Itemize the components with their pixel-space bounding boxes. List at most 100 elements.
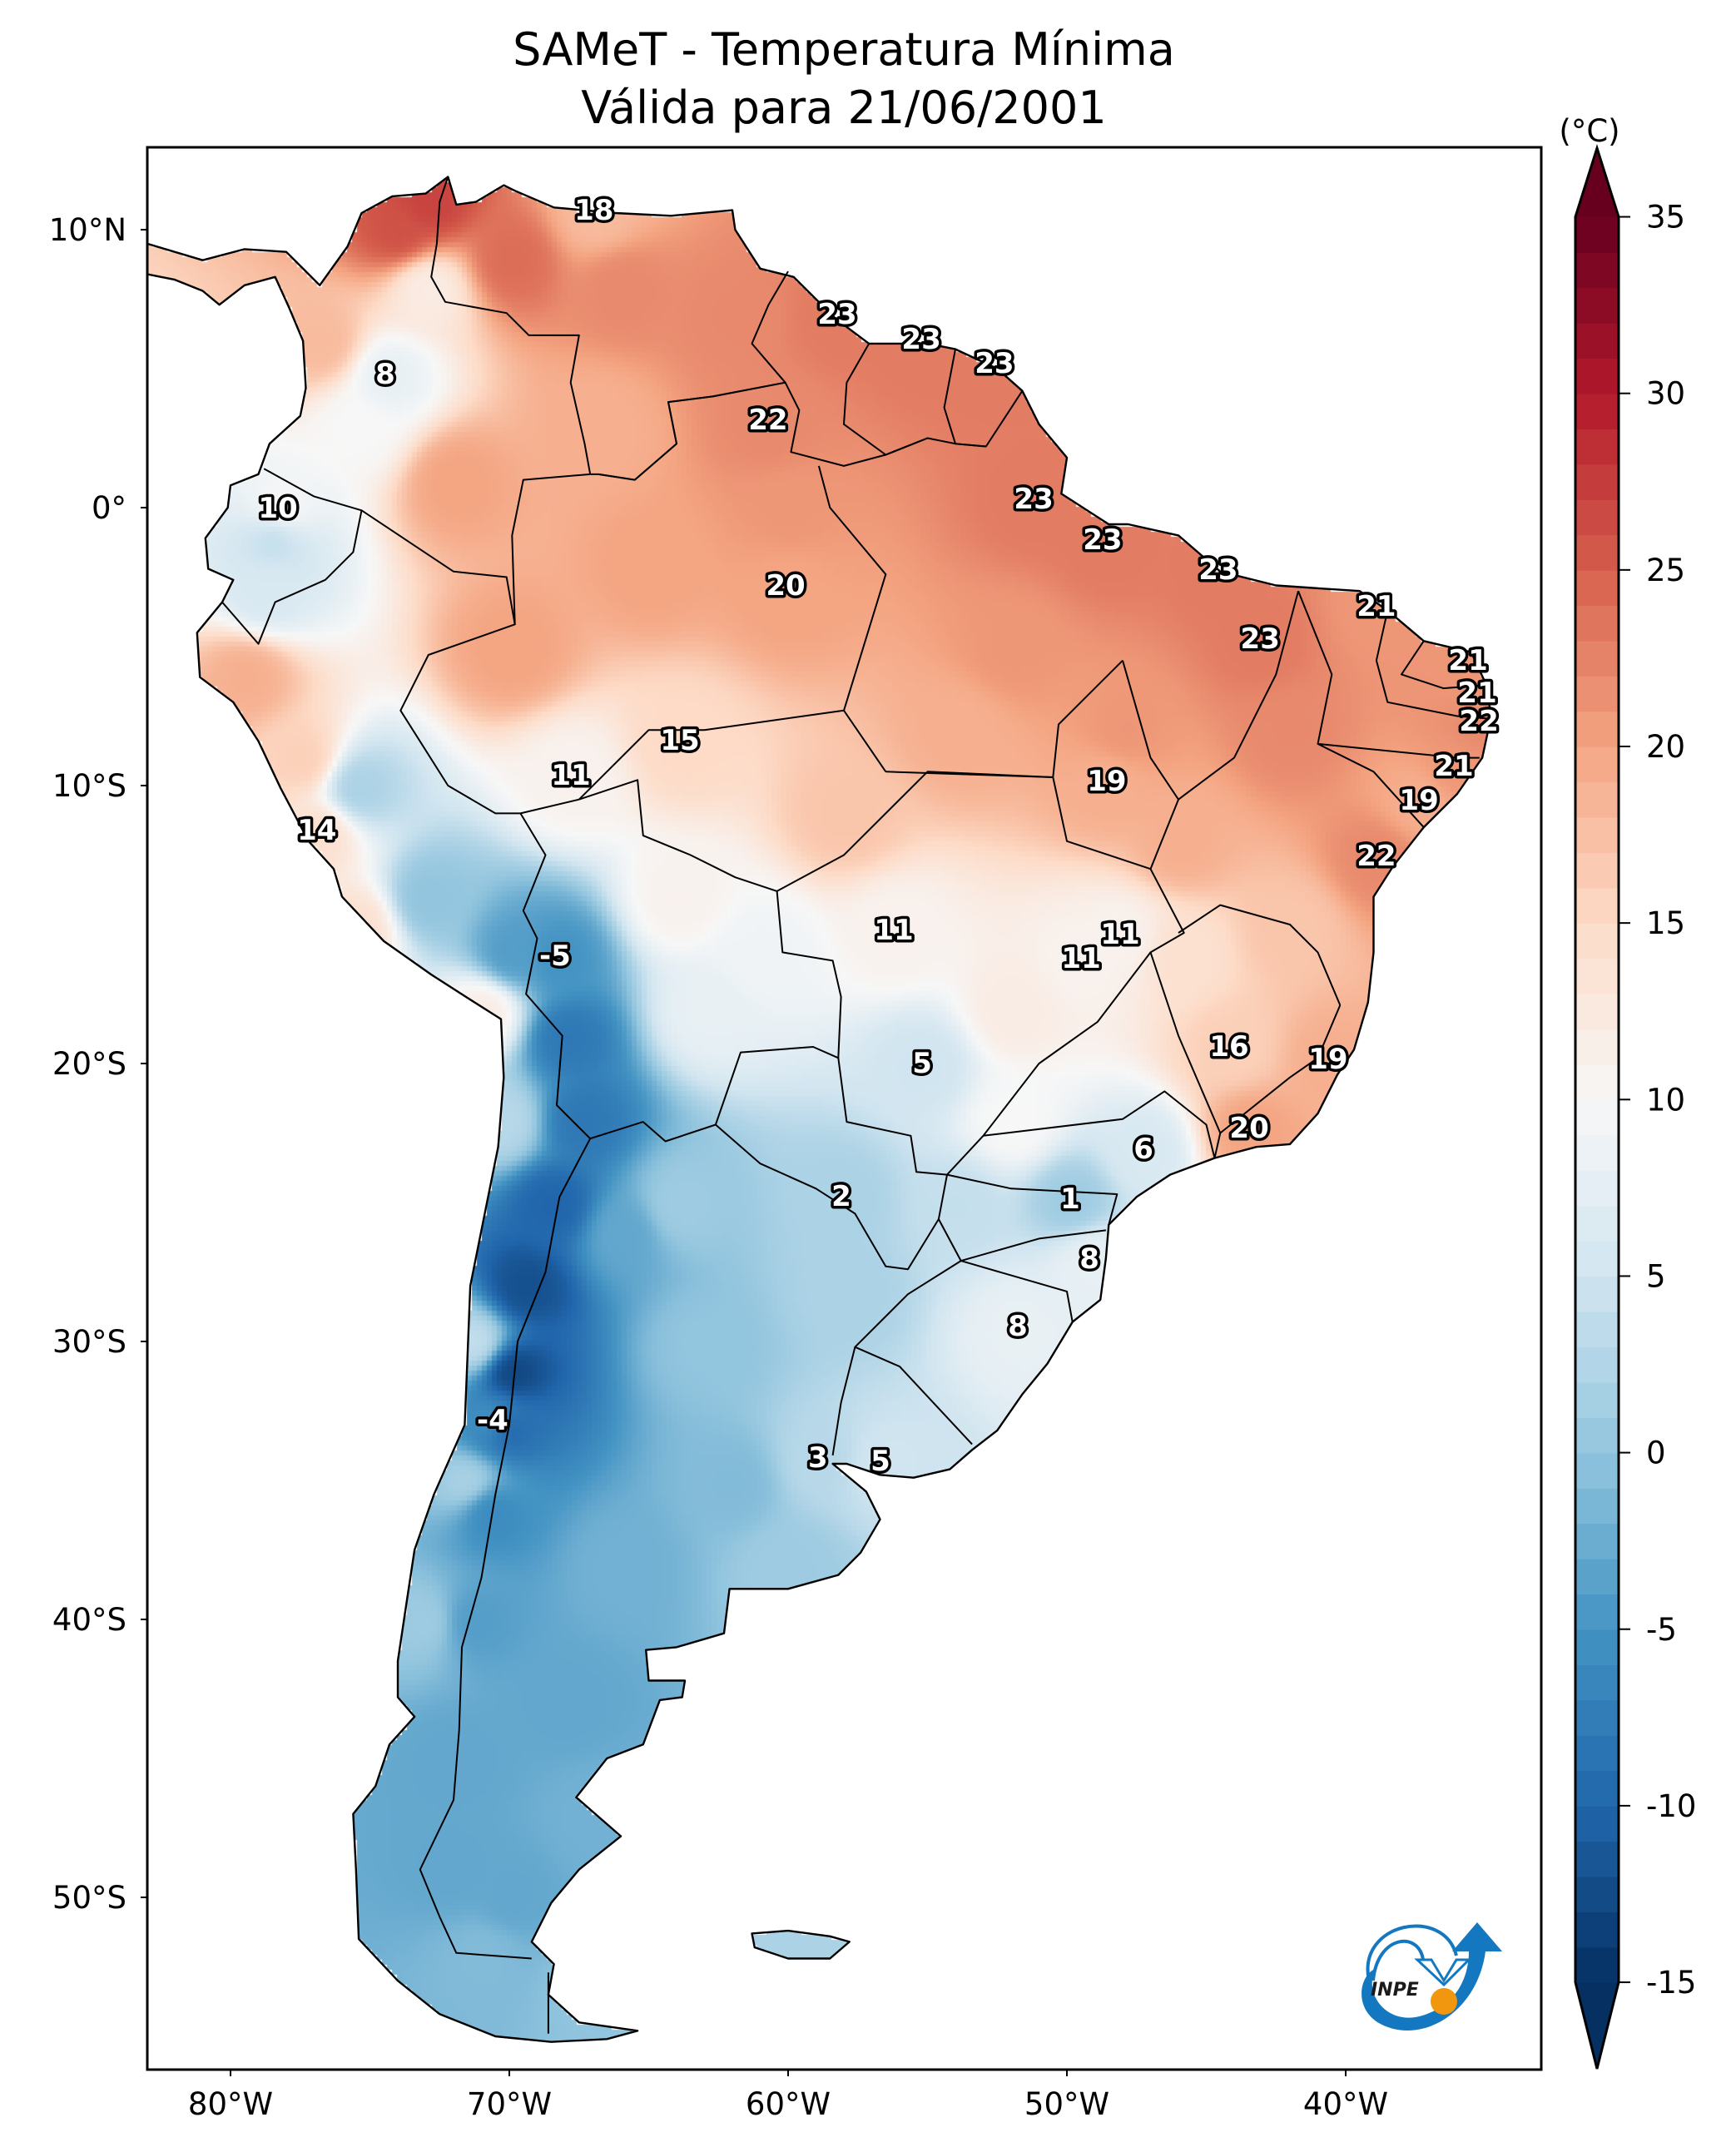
temperature-label: 23 (975, 347, 1014, 380)
border-line (519, 812, 591, 1139)
coastline-mainland (147, 176, 1492, 2043)
colorbar-tick-label: 25 (1646, 553, 1685, 588)
colorbar-band (1575, 1629, 1619, 1665)
border-line (983, 1090, 1216, 1158)
colorbar-band (1575, 464, 1619, 500)
colorbar-band (1575, 499, 1619, 536)
colorbar-band (1575, 1170, 1619, 1207)
colorbar-band (1575, 1699, 1619, 1736)
temperature-label: 22 (1459, 705, 1498, 738)
chart-title: SAMeT - Temperatura Mínima Válida para 2… (513, 23, 1175, 134)
colorbar-band (1575, 1946, 1619, 1983)
colorbar-band (1575, 287, 1619, 324)
axes-frame (146, 146, 1543, 2071)
temperature-label: 11 (874, 914, 913, 947)
colorbar-band (1575, 1912, 1619, 1948)
temperature-label: 10 (258, 492, 297, 525)
temperature-label: 21 (1434, 750, 1473, 783)
colorbar-band (1575, 322, 1619, 359)
border-line (776, 771, 1185, 1176)
temperature-label: 23 (1241, 622, 1280, 656)
temperature-label: 22 (1357, 840, 1396, 873)
temperature-label: 23 (817, 298, 856, 331)
y-tick-label: 20°S (52, 1046, 126, 1082)
temperature-label: 16 (1209, 1030, 1248, 1064)
colorbar-band (1575, 746, 1619, 783)
border-line (360, 509, 516, 625)
temperature-label: 23 (1198, 553, 1238, 587)
temperature-label: 1 (1060, 1183, 1080, 1216)
colorbar-tick-label: 35 (1646, 200, 1685, 236)
x-axis-ticks: 80°W 70°W 60°W 50°W 40°W (188, 2070, 1388, 2122)
colorbar-tick-label: 5 (1646, 1258, 1666, 1294)
temperature-label: 20 (1229, 1112, 1268, 1145)
y-tick-label: 0° (92, 490, 126, 526)
temperature-label: 11 (1061, 942, 1100, 975)
temperature-label: 22 (748, 404, 787, 437)
colorbar-band (1575, 1417, 1619, 1454)
temperature-label: -4 (477, 1404, 508, 1437)
border-line (885, 771, 1054, 778)
temperature-label: 2 (831, 1180, 851, 1213)
colorbar-band (1575, 640, 1619, 677)
colorbar-band (1575, 711, 1619, 747)
colorbar-tick-label: 20 (1646, 729, 1685, 765)
colorbar-band (1575, 569, 1619, 607)
colorbar-band (1575, 781, 1619, 818)
temperature-label: 20 (766, 569, 805, 602)
temperature-label: 19 (1399, 784, 1438, 817)
border-line (1178, 904, 1342, 1006)
border-line (590, 381, 986, 481)
logo-text: INPE (1371, 1980, 1419, 2001)
title-line-2: Válida para 21/06/2001 (581, 82, 1106, 134)
country-borders (221, 176, 1491, 2034)
border-line (578, 709, 887, 801)
colorbar-ticks: 35 30 25 20 15 10 5 0 -5 -10 -15 (1619, 200, 1696, 2001)
x-tick-label: 40°W (1303, 2086, 1388, 2122)
temperature-label: 6 (1133, 1133, 1153, 1166)
border-line (1149, 952, 1342, 1134)
x-tick-label: 50°W (1024, 2086, 1109, 2122)
logo-orbit-inner-icon (1371, 1939, 1425, 1981)
y-tick-label: 50°S (52, 1880, 126, 1916)
colorbar-band (1575, 1099, 1619, 1136)
colorbar-band (1575, 1488, 1619, 1525)
logo-sun-icon (1431, 1988, 1457, 2015)
temperature-label: 21 (1457, 677, 1496, 710)
colorbar-band (1575, 1064, 1619, 1101)
colorbar-band (1575, 1205, 1619, 1242)
colorbar-band (1575, 1276, 1619, 1312)
colorbar-band (1575, 1241, 1619, 1277)
colorbar-band (1575, 1558, 1619, 1595)
border-line (1052, 659, 1123, 778)
colorbar-band (1575, 252, 1619, 289)
colorbar-band (1575, 994, 1619, 1030)
border-line (960, 1229, 1107, 1262)
colorbar-bands (1575, 148, 1619, 2069)
border-line (715, 1058, 948, 1271)
y-tick-label: 10°N (49, 212, 126, 248)
colorbar-extend-max (1575, 148, 1619, 217)
temperature-label: 8 (1079, 1242, 1099, 1276)
temperature-label: 3 (808, 1441, 828, 1475)
colorbar-units-label: (°C) (1559, 113, 1619, 149)
colorbar-band (1575, 1523, 1619, 1559)
colorbar-band (1575, 605, 1619, 642)
colorbar-band (1575, 393, 1619, 429)
colorbar-band (1575, 534, 1619, 571)
temperature-label: 23 (1014, 483, 1053, 516)
colorbar-band (1575, 1346, 1619, 1383)
temperature-label: 14 (297, 814, 336, 847)
colorbar-band (1575, 958, 1619, 994)
colorbar-band (1575, 1805, 1619, 1842)
title-line-1: SAMeT - Temperatura Mínima (513, 23, 1175, 76)
border-line (399, 473, 591, 815)
logo-orbit-outer-icon (1366, 1924, 1458, 1981)
temperature-label: 18 (574, 194, 613, 227)
x-tick-label: 80°W (188, 2086, 273, 2122)
colorbar-band (1575, 852, 1619, 889)
colorbar-band (1575, 1735, 1619, 1772)
colorbar-band (1575, 923, 1619, 959)
